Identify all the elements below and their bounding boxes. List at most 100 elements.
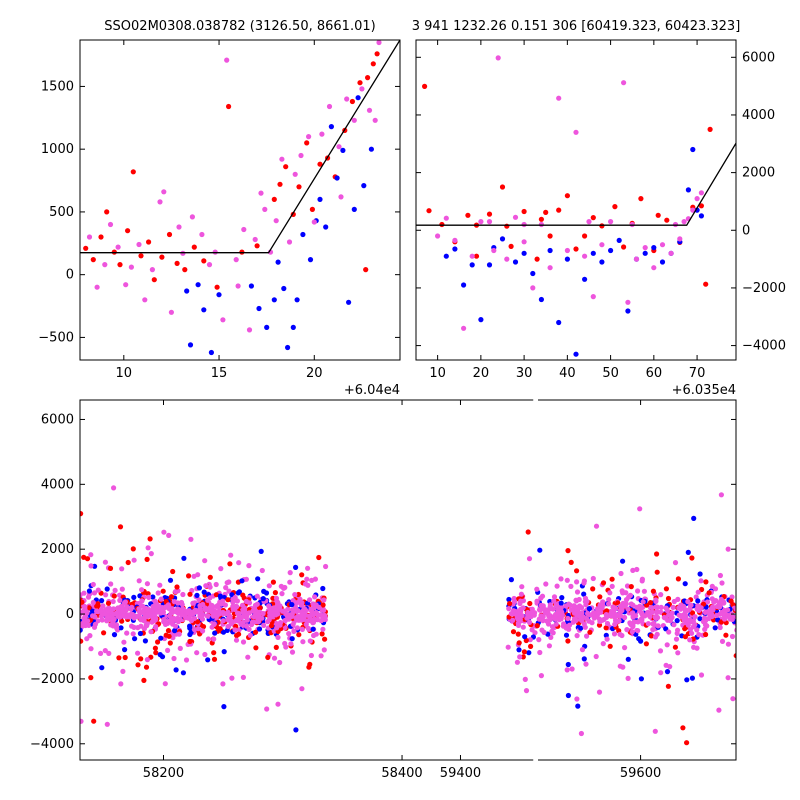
data-point (726, 547, 731, 552)
data-point (773, 603, 778, 608)
data-point (684, 677, 689, 682)
data-point (582, 656, 587, 661)
data-point (771, 611, 776, 616)
data-point (784, 616, 789, 621)
data-point (91, 719, 96, 724)
data-point (565, 548, 570, 553)
data-point (686, 623, 691, 628)
data-point (108, 581, 113, 586)
data-point (264, 325, 269, 330)
data-point (754, 615, 759, 620)
data-point (766, 716, 771, 721)
data-point (669, 251, 674, 256)
data-point (122, 647, 127, 652)
data-point (340, 148, 345, 153)
data-point (675, 650, 680, 655)
data-point (671, 622, 676, 627)
data-point (197, 585, 202, 590)
model-line (416, 143, 736, 225)
data-point (356, 95, 361, 100)
data-point (184, 657, 189, 662)
data-point (612, 631, 617, 636)
data-point (764, 639, 769, 644)
data-point (104, 209, 109, 214)
data-point (558, 576, 563, 581)
data-point (650, 605, 655, 610)
plot-area (416, 55, 736, 357)
data-point (83, 246, 88, 251)
plot-area (66, 400, 800, 769)
data-point (683, 581, 688, 586)
data-point (277, 182, 282, 187)
data-point (778, 631, 783, 636)
data-point (168, 578, 173, 583)
data-point (717, 604, 722, 609)
data-point (744, 600, 749, 605)
data-point (582, 233, 587, 238)
data-point (169, 310, 174, 315)
data-point (664, 586, 669, 591)
data-point (734, 628, 739, 633)
data-point (139, 587, 144, 592)
data-point (570, 666, 575, 671)
data-point (764, 634, 769, 639)
data-point (452, 246, 457, 251)
data-point (93, 622, 98, 627)
data-point (75, 628, 80, 633)
data-point (772, 613, 777, 618)
data-point (758, 620, 763, 625)
data-point (249, 283, 254, 288)
data-point (793, 612, 798, 617)
data-point (312, 594, 317, 599)
data-point (789, 632, 794, 637)
data-point (521, 625, 526, 630)
data-point (131, 169, 136, 174)
data-point (139, 598, 144, 603)
data-point (118, 524, 123, 529)
data-point (70, 666, 75, 671)
data-point (216, 292, 221, 297)
data-point (752, 638, 757, 643)
data-point (617, 238, 622, 243)
data-point (129, 624, 134, 629)
data-point (547, 643, 552, 648)
data-point (136, 242, 141, 247)
data-point (167, 634, 172, 639)
data-point (641, 599, 646, 604)
data-point (789, 612, 794, 617)
data-point (241, 620, 246, 625)
data-point (664, 663, 669, 668)
data-point (793, 593, 798, 598)
data-point (561, 621, 566, 626)
data-point (573, 246, 578, 251)
data-point (211, 612, 216, 617)
data-point (126, 560, 131, 565)
data-point (761, 592, 766, 597)
data-point (783, 623, 788, 628)
data-point (703, 632, 708, 637)
data-point (539, 222, 544, 227)
data-point (761, 559, 766, 564)
data-point (602, 617, 607, 622)
data-point (148, 629, 153, 634)
data-point (745, 610, 750, 615)
data-point (153, 624, 158, 629)
data-point (565, 193, 570, 198)
data-point (283, 164, 288, 169)
data-point (102, 262, 107, 267)
data-point (201, 307, 206, 312)
data-point (306, 665, 311, 670)
data-point (745, 607, 750, 612)
data-point (573, 352, 578, 357)
data-point (191, 574, 196, 579)
data-point (139, 616, 144, 621)
data-point (144, 665, 149, 670)
data-point (548, 248, 553, 253)
data-point (713, 625, 718, 630)
data-point (487, 262, 492, 267)
data-point (363, 267, 368, 272)
data-point (638, 196, 643, 201)
data-point (610, 611, 615, 616)
data-point (308, 638, 313, 643)
data-point (176, 224, 181, 229)
